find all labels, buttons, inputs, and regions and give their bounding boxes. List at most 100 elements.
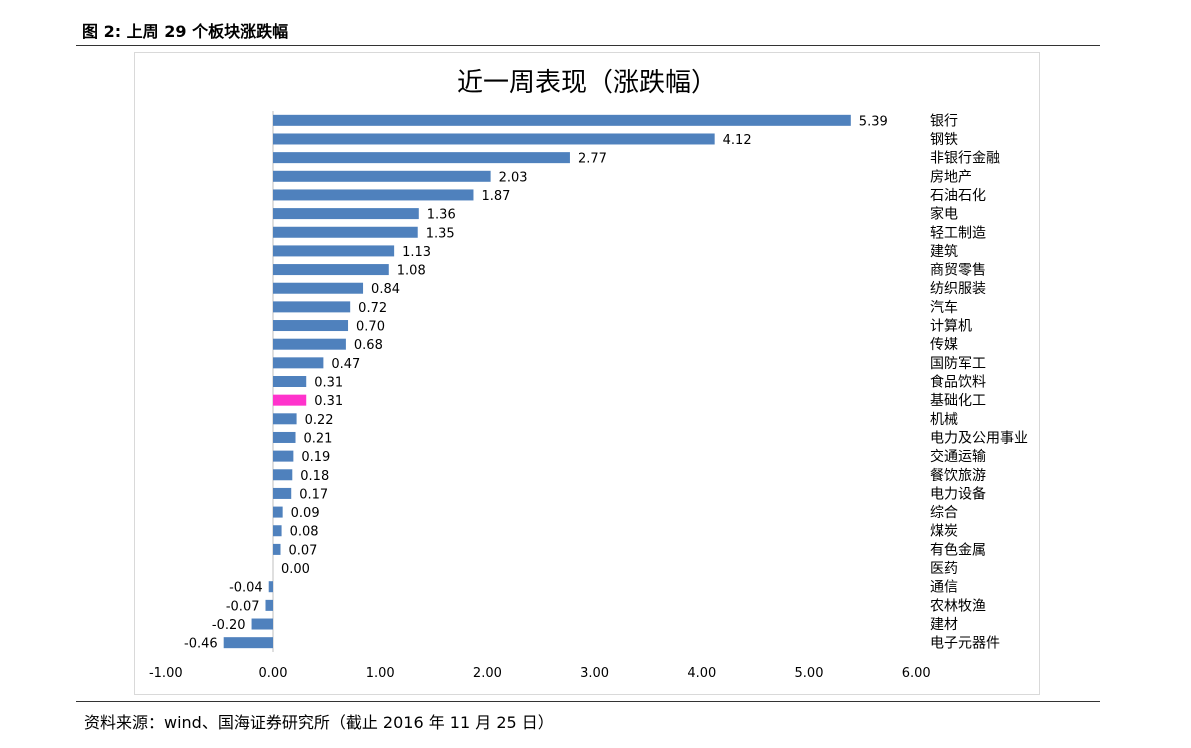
x-tick-label: -1.00 <box>149 666 183 681</box>
data-label: 2.03 <box>499 170 528 185</box>
bar-1 <box>273 114 851 126</box>
bar-18 <box>273 431 296 443</box>
bar-14 <box>273 357 324 369</box>
x-tick-label: 6.00 <box>902 666 931 681</box>
category-label: 纺织服装 <box>930 281 986 297</box>
data-label: -0.04 <box>229 581 263 596</box>
data-label: 4.12 <box>723 133 752 148</box>
bottom-rule <box>76 701 1100 702</box>
data-label: 0.19 <box>301 450 330 465</box>
data-label: 1.08 <box>397 264 426 279</box>
bar-20 <box>273 469 293 481</box>
category-label: 商贸零售 <box>930 263 986 279</box>
data-label: 0.18 <box>300 469 329 484</box>
category-label: 医药 <box>930 561 958 577</box>
category-label: 房地产 <box>930 169 972 185</box>
bar-15 <box>273 376 307 387</box>
data-label: 0.31 <box>314 394 343 409</box>
source-note: 资料来源：wind、国海证券研究所（截止 2016 年 11 月 25 日） <box>84 713 554 732</box>
bar-26 <box>268 581 273 593</box>
bar-2 <box>273 133 715 145</box>
bar-27 <box>265 599 273 611</box>
data-label: 0.84 <box>371 282 400 297</box>
bar-9 <box>273 264 389 276</box>
category-label: 基础化工 <box>930 392 986 409</box>
x-tick-label: 1.00 <box>366 666 395 681</box>
bar-12 <box>273 320 349 332</box>
data-label: 0.07 <box>289 543 318 558</box>
bar-11 <box>273 301 351 313</box>
bar-29 <box>223 637 273 649</box>
category-label: 石油石化 <box>930 188 986 204</box>
category-label: 电力设备 <box>930 485 986 502</box>
category-label: 钢铁 <box>930 132 958 148</box>
data-label: 0.70 <box>356 320 385 335</box>
category-label: 餐饮旅游 <box>930 468 986 484</box>
category-label: 建材 <box>930 617 958 633</box>
x-tick-label: 5.00 <box>795 666 824 681</box>
data-label: 0.00 <box>281 562 310 577</box>
x-tick-label: 2.00 <box>473 666 502 681</box>
category-label: 机械 <box>930 412 958 428</box>
category-label: 电子元器件 <box>930 636 1000 652</box>
data-label: 1.87 <box>481 189 510 204</box>
bar-17 <box>273 413 297 425</box>
bar-10 <box>273 282 364 294</box>
category-label: 汽车 <box>930 299 958 316</box>
bar-24 <box>273 543 281 555</box>
x-tick-label: 3.00 <box>580 666 609 681</box>
category-label: 有色金属 <box>930 541 986 558</box>
bar-22 <box>273 506 283 518</box>
data-label: 0.68 <box>354 338 383 353</box>
bar-6 <box>273 208 419 220</box>
data-label: 0.22 <box>305 413 334 428</box>
data-label: 0.31 <box>314 376 343 391</box>
category-label: 银行 <box>930 113 958 129</box>
data-label: 0.08 <box>290 525 319 540</box>
category-label: 通信 <box>930 580 958 596</box>
bar-13 <box>273 338 346 350</box>
category-label: 建筑 <box>930 244 958 260</box>
category-label: 计算机 <box>930 319 972 335</box>
bar-8 <box>273 245 395 257</box>
data-label: 0.47 <box>331 357 360 372</box>
category-label: 食品饮料 <box>930 374 986 391</box>
category-label: 轻工制造 <box>930 225 986 241</box>
data-label: 0.21 <box>304 431 333 446</box>
figure-caption: 图 2: 上周 29 个板块涨跌幅 <box>82 22 289 41</box>
bar-16 <box>273 394 307 406</box>
data-label: -0.46 <box>184 637 218 652</box>
bar-19 <box>273 450 294 462</box>
data-label: 1.35 <box>426 226 455 241</box>
bar-7 <box>273 226 418 238</box>
category-label: 家电 <box>930 206 958 223</box>
chart-title: 近一周表现（涨跌幅） <box>456 68 717 98</box>
data-label: 2.77 <box>578 152 607 167</box>
bar-23 <box>273 525 282 537</box>
category-label: 煤炭 <box>930 524 958 540</box>
category-label: 电力及公用事业 <box>930 430 1028 446</box>
data-label: 1.36 <box>427 208 456 223</box>
category-label: 综合 <box>930 505 958 521</box>
category-label: 传媒 <box>930 337 958 353</box>
x-tick-label: 0.00 <box>259 666 288 681</box>
bar-5 <box>273 189 474 201</box>
bar-3 <box>273 152 570 164</box>
top-rule <box>76 45 1100 46</box>
bar-21 <box>273 487 292 499</box>
category-label: 非银行金融 <box>930 151 1000 167</box>
data-label: 0.72 <box>358 301 387 316</box>
x-tick-label: 4.00 <box>687 666 716 681</box>
data-label: -0.07 <box>226 599 260 614</box>
data-label: 0.17 <box>299 487 328 502</box>
data-label: 1.13 <box>402 245 431 260</box>
chart-frame <box>134 52 1040 695</box>
data-label: 5.39 <box>859 114 888 129</box>
data-label: -0.20 <box>212 618 246 633</box>
category-label: 交通运输 <box>930 448 986 465</box>
category-label: 国防军工 <box>930 356 986 372</box>
data-label: 0.09 <box>291 506 320 521</box>
bar-28 <box>251 618 273 630</box>
bar-4 <box>273 170 491 182</box>
